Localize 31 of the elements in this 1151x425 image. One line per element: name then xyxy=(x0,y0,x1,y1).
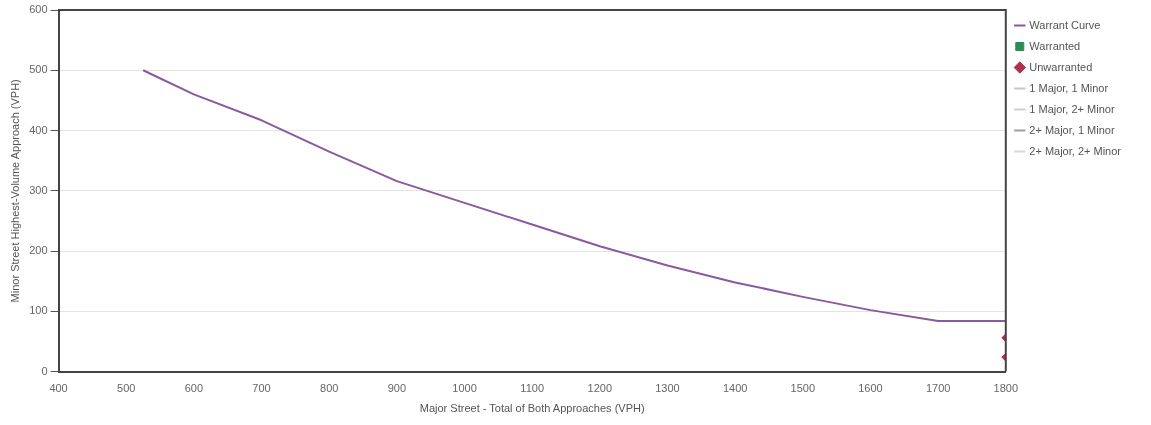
y-tick-label: 500 xyxy=(29,63,48,76)
x-axis-title: Major Street - Total of Both Approaches (VPH) xyxy=(419,402,645,415)
x-tick-label: 1300 xyxy=(655,382,680,395)
x-tick-label: 400 xyxy=(49,382,68,395)
x-tick-label: 600 xyxy=(184,382,204,395)
x-tick-label: 1000 xyxy=(452,382,477,395)
x-tick-label: 1100 xyxy=(520,382,544,395)
y-tick-label: 600 xyxy=(29,3,48,16)
legend-label: 2+ Major, 1 Minor xyxy=(1029,123,1115,136)
x-tick-label: 1600 xyxy=(858,382,883,395)
x-tick-label: 1700 xyxy=(925,382,951,395)
y-tick-label: 400 xyxy=(29,123,48,136)
x-tick-label: 1200 xyxy=(587,382,613,395)
legend-label: 1 Major, 1 Minor xyxy=(1029,81,1109,94)
x-tick-label: 1400 xyxy=(722,382,748,395)
y-axis-title: Minor Street Highest-Volume Approach (VPH) xyxy=(8,79,21,303)
y-tick-label: 100 xyxy=(29,304,48,317)
y-tick-label: 300 xyxy=(29,183,48,196)
legend-label: Warranted xyxy=(1029,39,1081,52)
x-tick-label: 700 xyxy=(252,382,271,395)
x-tick-label: 900 xyxy=(387,382,407,395)
legend-label: Warrant Curve xyxy=(1029,18,1101,31)
y-tick-label: 200 xyxy=(29,244,48,257)
legend-label: Unwarranted xyxy=(1029,60,1093,73)
x-tick-label: 500 xyxy=(117,382,136,395)
legend-label: 1 Major, 2+ Minor xyxy=(1029,102,1115,115)
legend-label: 2+ Major, 2+ Minor xyxy=(1029,144,1122,157)
x-tick-label: 1500 xyxy=(790,382,816,395)
y-tick-label: 0 xyxy=(41,364,48,377)
x-tick-label: 1800 xyxy=(993,382,1019,395)
x-tick-label: 800 xyxy=(320,382,339,395)
